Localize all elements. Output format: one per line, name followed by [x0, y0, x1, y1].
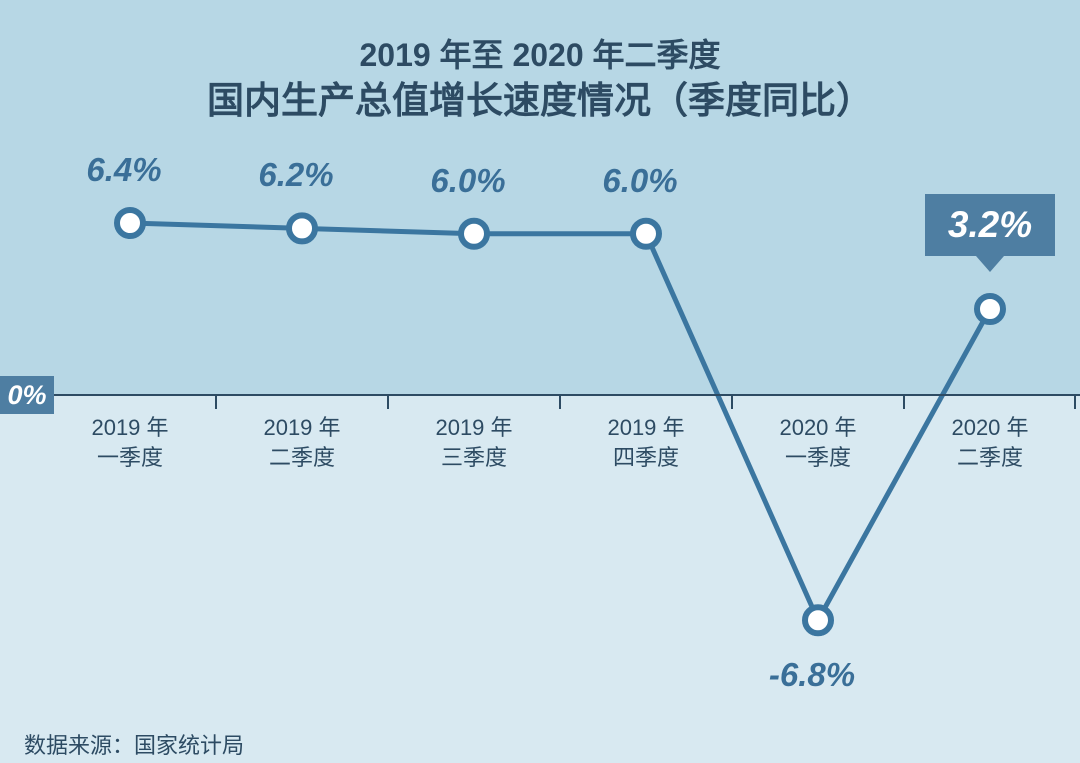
data-marker — [461, 221, 487, 247]
x-axis-label: 2020 年二季度 — [910, 413, 1070, 483]
data-marker — [977, 296, 1003, 322]
x-axis-label: 2019 年四季度 — [566, 413, 726, 483]
data-marker — [633, 221, 659, 247]
x-axis-label: 2020 年一季度 — [738, 413, 898, 483]
data-marker — [805, 607, 831, 633]
data-label: -6.8% — [742, 656, 882, 700]
x-axis-label: 2019 年一季度 — [50, 413, 210, 483]
data-marker — [289, 215, 315, 241]
data-label: 6.0% — [570, 162, 710, 206]
chart-svg: 2019 年至 2020 年二季度国内生产总值增长速度情况（季度同比） 2019 … — [0, 0, 1080, 763]
chart-title-line1: 2019 年至 2020 年二季度 — [0, 30, 1080, 70]
chart-title-line2: 国内生产总值增长速度情况（季度同比） — [0, 70, 1080, 117]
data-label: 6.0% — [398, 162, 538, 206]
zero-label: 0% — [0, 376, 54, 414]
callout-value: 3.2% — [925, 194, 1055, 256]
data-marker — [117, 210, 143, 236]
data-source: 数据来源：国家统计局 — [24, 728, 524, 762]
data-label: 6.4% — [54, 151, 194, 195]
x-axis-label: 2019 年三季度 — [394, 413, 554, 483]
gdp-growth-chart: 2019 年至 2020 年二季度国内生产总值增长速度情况（季度同比） 2019 … — [0, 0, 1080, 763]
x-axis-label: 2019 年二季度 — [222, 413, 382, 483]
data-label: 6.2% — [226, 156, 366, 200]
